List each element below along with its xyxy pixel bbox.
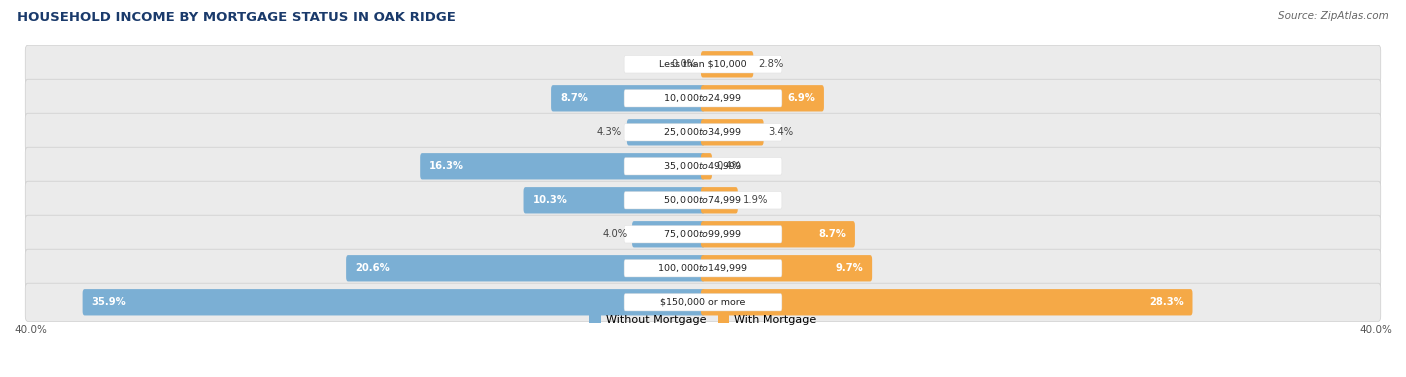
- FancyBboxPatch shape: [702, 85, 824, 112]
- FancyBboxPatch shape: [83, 289, 704, 316]
- Text: 0.4%: 0.4%: [717, 161, 742, 171]
- Text: $50,000 to $74,999: $50,000 to $74,999: [664, 194, 742, 206]
- FancyBboxPatch shape: [624, 294, 782, 311]
- Text: 28.3%: 28.3%: [1149, 297, 1184, 307]
- Text: $150,000 or more: $150,000 or more: [661, 298, 745, 307]
- Text: $35,000 to $49,999: $35,000 to $49,999: [664, 160, 742, 172]
- FancyBboxPatch shape: [25, 215, 1381, 253]
- Text: $75,000 to $99,999: $75,000 to $99,999: [664, 228, 742, 240]
- FancyBboxPatch shape: [25, 113, 1381, 152]
- FancyBboxPatch shape: [702, 221, 855, 247]
- FancyBboxPatch shape: [624, 260, 782, 277]
- Text: Less than $10,000: Less than $10,000: [659, 60, 747, 69]
- Text: 8.7%: 8.7%: [560, 93, 588, 103]
- Text: 40.0%: 40.0%: [1360, 325, 1392, 335]
- FancyBboxPatch shape: [25, 79, 1381, 117]
- Text: 20.6%: 20.6%: [356, 263, 389, 273]
- FancyBboxPatch shape: [25, 283, 1381, 321]
- Text: 9.7%: 9.7%: [835, 263, 863, 273]
- Text: 8.7%: 8.7%: [818, 229, 846, 239]
- FancyBboxPatch shape: [702, 153, 711, 179]
- FancyBboxPatch shape: [346, 255, 704, 282]
- Text: 0.0%: 0.0%: [671, 59, 696, 69]
- FancyBboxPatch shape: [627, 119, 704, 146]
- FancyBboxPatch shape: [25, 181, 1381, 219]
- Text: 3.4%: 3.4%: [769, 127, 793, 137]
- Text: 35.9%: 35.9%: [91, 297, 127, 307]
- FancyBboxPatch shape: [624, 158, 782, 175]
- Text: 16.3%: 16.3%: [429, 161, 464, 171]
- Text: 6.9%: 6.9%: [787, 93, 815, 103]
- Text: $25,000 to $34,999: $25,000 to $34,999: [664, 126, 742, 138]
- FancyBboxPatch shape: [624, 192, 782, 209]
- Text: 4.3%: 4.3%: [598, 127, 621, 137]
- FancyBboxPatch shape: [702, 119, 763, 146]
- FancyBboxPatch shape: [420, 153, 704, 179]
- FancyBboxPatch shape: [633, 221, 704, 247]
- FancyBboxPatch shape: [25, 249, 1381, 287]
- FancyBboxPatch shape: [624, 124, 782, 141]
- Text: Source: ZipAtlas.com: Source: ZipAtlas.com: [1278, 11, 1389, 21]
- Text: 4.0%: 4.0%: [602, 229, 627, 239]
- Text: 2.8%: 2.8%: [758, 59, 783, 69]
- FancyBboxPatch shape: [702, 187, 738, 213]
- Legend: Without Mortgage, With Mortgage: Without Mortgage, With Mortgage: [585, 310, 821, 329]
- FancyBboxPatch shape: [25, 147, 1381, 185]
- FancyBboxPatch shape: [702, 51, 754, 78]
- Text: $10,000 to $24,999: $10,000 to $24,999: [664, 92, 742, 104]
- Text: $100,000 to $149,999: $100,000 to $149,999: [658, 262, 748, 274]
- Text: 10.3%: 10.3%: [533, 195, 568, 205]
- FancyBboxPatch shape: [702, 289, 1192, 316]
- Text: 40.0%: 40.0%: [14, 325, 46, 335]
- FancyBboxPatch shape: [624, 56, 782, 73]
- FancyBboxPatch shape: [25, 45, 1381, 83]
- FancyBboxPatch shape: [551, 85, 704, 112]
- FancyBboxPatch shape: [624, 90, 782, 107]
- Text: HOUSEHOLD INCOME BY MORTGAGE STATUS IN OAK RIDGE: HOUSEHOLD INCOME BY MORTGAGE STATUS IN O…: [17, 11, 456, 24]
- Text: 1.9%: 1.9%: [742, 195, 768, 205]
- FancyBboxPatch shape: [702, 255, 872, 282]
- FancyBboxPatch shape: [523, 187, 704, 213]
- FancyBboxPatch shape: [624, 225, 782, 243]
